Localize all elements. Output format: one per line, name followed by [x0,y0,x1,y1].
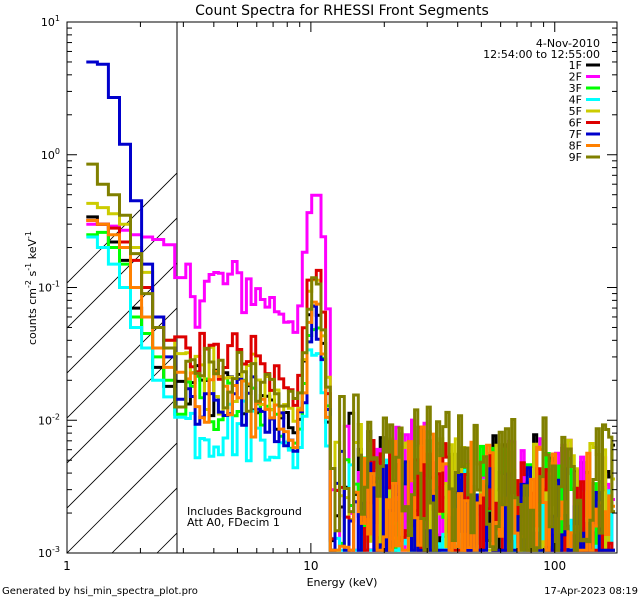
legend-label-1F: 1F [569,59,582,72]
legend-label-7F: 7F [569,128,582,141]
legend-label-6F: 6F [569,117,582,130]
hatch-line [67,442,177,553]
y-tick-label-1e-3: 10-3 [38,545,60,560]
hatch-line [67,352,177,464]
y-tick-label-1e0: 100 [41,147,60,162]
legend-label-8F: 8F [569,140,582,153]
legend-label-5F: 5F [569,105,582,118]
x-tick-label-100: 100 [543,559,566,573]
y-axis-label: counts cm-2 s-1 keV-1 [24,231,39,345]
hatch-line [67,217,177,329]
y-tick-label-1e-2: 10-2 [38,412,60,427]
series-line-8F [86,218,615,552]
hatch-line [67,397,177,509]
hatched-region [67,172,177,553]
footer-generated-by: Generated by hsi_min_spectra_plot.pro [2,586,198,597]
axis-ticks [66,21,617,554]
date-label: 4-Nov-2010 [536,37,600,50]
annotation-background: Includes Background [187,505,302,518]
x-axis-label: Energy (keV) [307,576,378,589]
legend-label-3F: 3F [569,82,582,95]
footer-timestamp: 17-Apr-2023 08:19 [544,586,638,597]
x-tick-label-1: 1 [63,559,71,573]
x-tick-label-10: 10 [303,559,318,573]
y-tick-label-1e-1: 10-1 [38,280,60,295]
series-line-4F [86,235,615,552]
legend-label-4F: 4F [569,94,582,107]
annotation-attenuator: Att A0, FDecim 1 [187,516,280,529]
legend-label-9F: 9F [569,151,582,164]
chart-title: Count Spectra for RHESSI Front Segments [195,3,489,19]
series-line-9F [86,162,615,552]
y-tick-label-1e1: 101 [41,14,60,29]
legend-label-2F: 2F [569,71,582,84]
series-layer [86,60,615,552]
hatch-line [67,262,177,374]
time-range-label: 12:54:00 to 12:55:00 [483,48,600,61]
hatch-line [67,172,177,284]
